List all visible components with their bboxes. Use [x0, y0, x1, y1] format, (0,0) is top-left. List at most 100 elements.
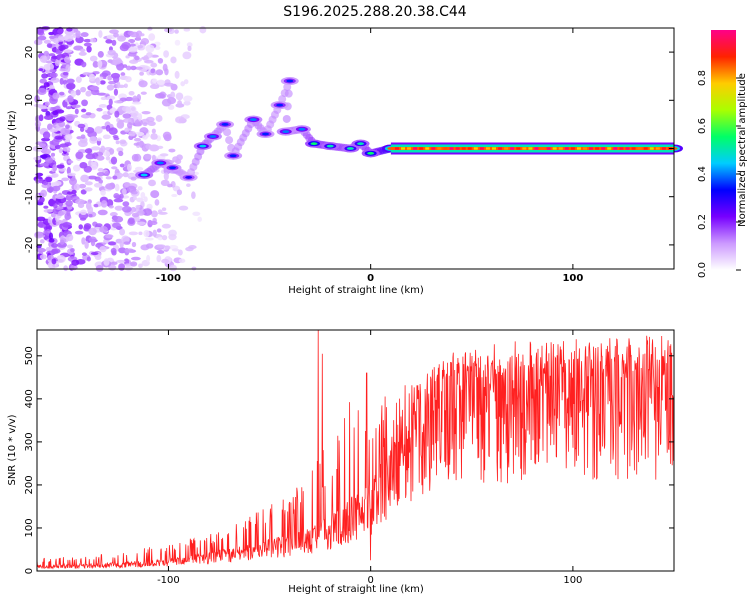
spectrogram-noise-speck — [38, 179, 44, 184]
spectrogram-band-cell — [437, 147, 442, 150]
spectrogram-band-cell — [540, 147, 545, 150]
spectrogram-noise-speck — [43, 50, 49, 57]
spectrogram-noise-speck — [64, 56, 71, 63]
spectrogram-noise-speck — [131, 241, 137, 248]
spectrogram-band-cell — [595, 147, 600, 150]
spectrogram-noise-speck — [136, 221, 146, 226]
spectrogram-band-cell — [528, 147, 533, 150]
snr-axis-ticks: -100 0 100 0 100 200 300 400 500 — [24, 330, 674, 586]
spectrogram-noise-speck — [107, 75, 112, 81]
spectrogram-noise-speck — [128, 173, 137, 177]
spectrogram-ridge-core — [310, 142, 318, 146]
spectrogram-noise-speck — [43, 114, 54, 121]
spectrogram-noise-speck — [177, 100, 182, 106]
spectrogram-noise-speck — [89, 55, 98, 62]
figure-title: S196.2025.288.20.38.C44 — [283, 4, 467, 20]
spectrogram-band-cell — [401, 147, 405, 150]
snr-x-tick-label: -100 — [157, 575, 180, 586]
spectrogram-noise-speck — [91, 146, 101, 151]
spectrogram-noise-speck — [81, 237, 86, 245]
spectrogram-noise-speck — [99, 80, 106, 85]
spectrogram-noise-speck — [175, 116, 186, 124]
spectrogram-noise-speck — [123, 241, 131, 245]
spectrogram-noise-speck — [54, 180, 62, 186]
spectrogram-noise-speck — [124, 248, 135, 253]
spectrogram-noise-speck — [142, 135, 148, 140]
spectrogram-noise-speck — [39, 239, 45, 244]
spectrogram-noise-speck — [36, 216, 46, 222]
spectrogram-noise-speck — [42, 148, 51, 155]
spectrogram-noise-speck — [99, 246, 107, 253]
spectrogram-noise-speck — [171, 193, 178, 198]
spectrogram-noise-speck — [42, 180, 49, 186]
colorbar-ticks: 0.0 0.2 0.4 0.6 0.8 — [697, 70, 741, 278]
spectrogram-ridge-core — [168, 166, 176, 170]
spectrogram-ridge-core — [156, 161, 164, 165]
spectrogram-noise-speck — [53, 203, 58, 209]
spectrogram-noise-speck — [148, 220, 158, 226]
spectrogram-noise-speck — [160, 179, 170, 187]
spectrogram-noise-speck — [156, 228, 162, 233]
spectrogram-noise-speck — [105, 234, 114, 239]
spectrogram-noise-speck — [45, 176, 53, 183]
spectrogram-noise-speck — [161, 207, 167, 212]
spectrogram-noise-speck — [182, 51, 192, 60]
spectrogram-noise-speck — [101, 114, 111, 120]
spectrogram-noise-speck — [126, 163, 132, 172]
spectrogram-ridge-halo — [225, 136, 234, 145]
spectrogram-band-cell — [534, 147, 539, 150]
spectrogram-ridge-core — [140, 173, 148, 177]
spectrogram-noise-speck — [149, 84, 160, 90]
spectrogram-noise-speck — [113, 88, 119, 96]
spectrogram-noise-speck — [116, 62, 125, 71]
snr-y-tick-label: 200 — [24, 475, 35, 494]
spectrogram-noise-speck — [111, 166, 118, 170]
spectrogram-noise-speck — [125, 106, 132, 114]
spectrogram-noise-speck — [148, 144, 159, 152]
colorbar-gradient — [711, 30, 736, 270]
spectrogram-band-cell — [661, 147, 666, 150]
spectrogram-noise-speck — [133, 137, 142, 142]
spectrogram-noise-speck — [49, 128, 59, 133]
spectrogram-x-label: Height of straight line (km) — [288, 285, 424, 296]
spectrogram-noise-speck — [118, 193, 124, 200]
spectrogram-band-cell — [637, 147, 642, 150]
spectrogram-noise-speck — [75, 89, 81, 96]
spectrogram-band-cell — [655, 147, 660, 150]
spectrogram-ridge-core — [249, 118, 257, 121]
spectrogram-noise-speck — [119, 97, 128, 102]
spectrogram-band-cell — [607, 147, 612, 150]
spectrogram-noise-speck — [51, 173, 59, 178]
spectrogram-noise-speck — [155, 69, 164, 76]
spectrogram-noise-speck — [140, 37, 150, 45]
spectrogram-noise-speck — [38, 114, 44, 122]
spectrogram-band-cell — [449, 147, 454, 150]
spectrogram-noise-speck — [130, 65, 137, 71]
spectrogram-noise-speck — [171, 248, 180, 252]
spectrogram-noise-speck — [37, 28, 45, 36]
spectrogram-noise-speck — [117, 35, 127, 42]
spectrogram-noise-speck — [62, 222, 72, 228]
spectrogram-noise-speck — [84, 148, 93, 154]
spectrogram-noise-speck — [120, 72, 126, 77]
spectrogram-noise-speck — [95, 78, 101, 86]
spectrogram-noise-speck — [103, 258, 110, 266]
spectrogram-x-tick-label: 0 — [367, 273, 374, 284]
spectrogram-band-cell — [546, 147, 551, 150]
spectrogram-noise-speck — [55, 50, 63, 55]
spectrogram-noise-speck — [44, 157, 54, 164]
spectrogram-y-tick-label: 0 — [24, 145, 35, 151]
spectrogram-noise-speck — [53, 37, 60, 44]
spectrogram-noise-speck — [51, 258, 57, 265]
spectrogram-noise-speck — [64, 142, 72, 147]
spectrogram-band-cell — [461, 147, 466, 150]
spectrogram-noise-speck — [112, 175, 118, 180]
spectrogram-noise-speck — [39, 163, 50, 167]
spectrogram-noise-speck — [113, 216, 124, 223]
colorbar: 0.0 0.2 0.4 0.6 0.8 Normalized spectral ampl… — [697, 30, 748, 278]
spectrogram-noise-speck — [36, 244, 42, 249]
spectrogram-noise-speck — [145, 44, 155, 53]
spectrogram-noise-speck — [183, 100, 191, 106]
spectrogram-noise-speck — [54, 194, 65, 199]
spectrogram-band-cell — [473, 147, 478, 150]
